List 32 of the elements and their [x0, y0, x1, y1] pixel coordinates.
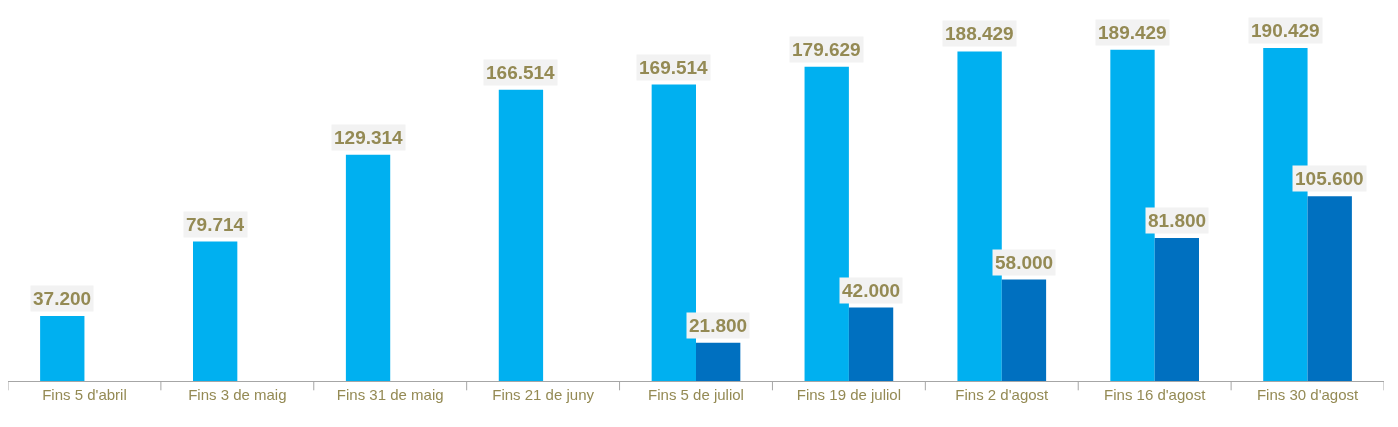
x-tick-label: Fins 21 de juny [492, 386, 595, 403]
bar [696, 342, 741, 381]
bar [498, 89, 544, 381]
x-tick-label: Fins 2 d'agost [955, 386, 1050, 403]
bar [1154, 237, 1199, 381]
data-label: 166.514 [486, 62, 556, 83]
x-tick-label: Fins 5 de juliol [648, 386, 744, 403]
data-label: 37.200 [33, 288, 92, 309]
data-label: 169.514 [639, 57, 709, 78]
bar [1001, 279, 1047, 381]
x-tick-label: Fins 5 d'abril [42, 386, 127, 403]
data-label: 188.429 [945, 23, 1014, 44]
x-tick-label: Fins 31 de maig [336, 386, 444, 403]
bar [848, 307, 894, 381]
x-tick-label: Fins 16 d'agost [1104, 386, 1207, 403]
data-label: 129.314 [334, 127, 404, 148]
x-tick-label: Fins 30 d'agost [1256, 386, 1360, 403]
bar [193, 241, 238, 381]
data-label: 21.800 [689, 315, 748, 336]
data-label: 42.000 [842, 280, 901, 301]
x-tick-label: Fins 3 de maig [188, 386, 287, 403]
data-label: 79.714 [186, 214, 245, 235]
data-label: 189.429 [1098, 22, 1167, 43]
data-label: 179.629 [792, 39, 861, 60]
data-label: 190.429 [1251, 20, 1320, 41]
bar [1307, 196, 1352, 381]
data-label: 81.800 [1148, 210, 1207, 231]
bar [345, 154, 391, 381]
x-tick-label: Fins 19 de juliol [796, 386, 902, 403]
data-label: 58.000 [995, 252, 1054, 273]
data-label: 105.600 [1295, 168, 1364, 189]
bar [40, 315, 85, 381]
